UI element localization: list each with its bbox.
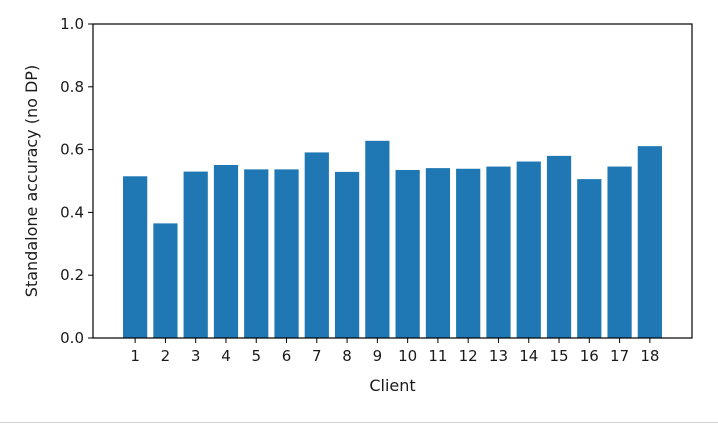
y-tick-label: 0.8 [60,78,84,96]
plot-frame [92,23,693,339]
bar-client-12 [456,168,481,338]
x-tick-label: 3 [191,347,201,365]
y-tick-label: 0.2 [60,266,84,284]
x-tick-label: 10 [398,347,417,365]
x-tick-label: 2 [161,347,171,365]
x-tick-label: 5 [251,347,261,365]
bar-client-18 [637,146,662,338]
bar-client-16 [577,179,602,338]
y-tick-label: 0.4 [60,203,84,221]
bar-client-17 [607,166,632,338]
bar-client-2 [153,223,178,338]
x-axis-label: Client [369,376,415,395]
bar-client-13 [486,166,511,338]
x-tick-label: 18 [640,347,659,365]
x-tick-label: 16 [580,347,599,365]
x-tick-label: 17 [610,347,629,365]
bar-client-6 [274,169,299,338]
y-axis-label: Standalone accuracy (no DP) [22,65,41,297]
x-tick-label: 4 [221,347,231,365]
bar-client-11 [425,168,451,338]
bar-client-1 [123,176,148,338]
bar-client-14 [516,161,541,338]
bar-client-15 [546,155,572,338]
x-tick-label: 11 [428,347,447,365]
x-tick-label: 7 [312,347,322,365]
y-axis-ticks: 0.0 0.2 0.4 0.6 0.8 1.0 [60,15,93,347]
bar-client-4 [213,164,239,338]
x-tick-label: 13 [489,347,508,365]
y-tick-label: 1.0 [60,15,84,33]
bottom-divider [0,422,718,423]
bar-client-10 [395,170,420,338]
x-tick-label: 1 [130,347,140,365]
bars-group [123,140,662,338]
bar-client-9 [365,140,390,338]
y-tick-label: 0.0 [60,329,84,347]
bar-client-8 [334,171,360,338]
bar-client-5 [244,169,269,338]
x-tick-label: 9 [373,347,383,365]
x-tick-label: 15 [549,347,568,365]
bar-client-7 [304,152,329,338]
bar-client-3 [183,171,208,338]
x-axis-ticks: 1 2 3 4 5 6 7 8 9 10 11 12 13 14 15 16 17 18 [130,338,659,365]
x-tick-label: 14 [519,347,538,365]
y-tick-label: 0.6 [60,141,84,159]
x-tick-label: 12 [459,347,478,365]
x-tick-label: 8 [342,347,352,365]
x-tick-label: 6 [282,347,292,365]
